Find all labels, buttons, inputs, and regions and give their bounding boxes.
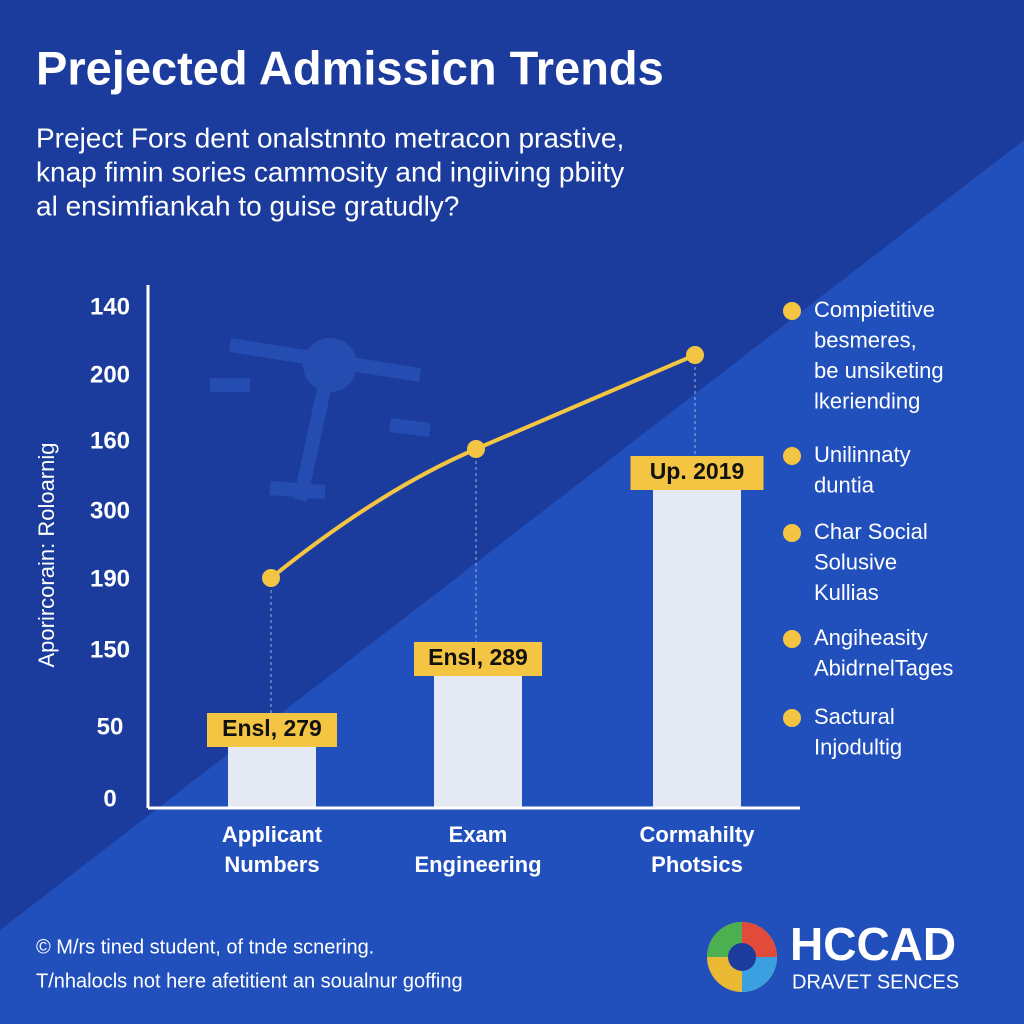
y-tick-label: 300 — [90, 497, 130, 524]
bar — [434, 672, 522, 808]
bar-label: Ensl, 279 — [222, 715, 322, 741]
legend-text: besmeres, — [814, 327, 917, 352]
bar-label: Up. 2019 — [650, 458, 745, 484]
scale-icon — [210, 338, 431, 502]
legend-text: Sactural — [814, 704, 895, 729]
legend-text: Compietitive — [814, 297, 935, 322]
legend-text: Angiheasity — [814, 625, 928, 650]
y-tick-label: 50 — [97, 713, 124, 740]
legend-text: Injodultig — [814, 734, 902, 759]
subtitle: knap fimin sories cammosity and ingiivin… — [36, 156, 624, 187]
y-tick-label: 200 — [90, 361, 130, 388]
y-tick-label: 150 — [90, 636, 130, 663]
legend-dot — [783, 302, 801, 320]
category-label: Numbers — [224, 852, 319, 877]
y-tick-label: 140 — [90, 293, 130, 320]
legend-text: Solusive — [814, 549, 897, 574]
legend-text: lkeriending — [814, 388, 920, 413]
logo-tagline: DRAVET SENCES — [792, 971, 959, 993]
subtitle: al ensimfiankah to guise gratudly? — [36, 190, 459, 221]
y-axis-label: Aporircorain: Roloarnig — [34, 443, 59, 668]
category-label: Engineering — [414, 852, 541, 877]
bar — [653, 488, 741, 808]
legend-text: duntia — [814, 472, 875, 497]
category-label: Applicant — [222, 822, 323, 847]
legend-dot — [783, 630, 801, 648]
footer: © M/rs tined student, of tnde scnering. — [36, 936, 374, 958]
category-label: Cormahilty — [640, 822, 756, 847]
bar — [228, 742, 316, 808]
trend-point — [262, 569, 280, 587]
legend-dot — [783, 709, 801, 727]
logo-mark — [728, 943, 756, 971]
content: Preject Fors dent onalstnnto metracon pr… — [36, 122, 953, 992]
logo-name: HCCAD — [790, 918, 956, 970]
category-label: Exam — [449, 822, 508, 847]
subtitle: Preject Fors dent onalstnnto metracon pr… — [36, 122, 624, 153]
legend-dot — [783, 447, 801, 465]
bar-label-box — [414, 642, 542, 676]
legend-text: Char Social — [814, 519, 928, 544]
bar-label-box — [207, 713, 337, 747]
legend-text: be unsiketing — [814, 358, 944, 383]
y-tick-label: 160 — [90, 427, 130, 454]
title: Prejected Admissicn Trends — [36, 41, 664, 94]
legend-text: Kullias — [814, 580, 879, 605]
y-tick-label: 0 — [103, 785, 116, 812]
y-tick-label: 190 — [90, 565, 130, 592]
category-label: Photsics — [651, 852, 743, 877]
footer: T/nhalocls not here afetitient an soualn… — [36, 970, 463, 992]
legend-dot — [783, 524, 801, 542]
trend-point — [686, 346, 704, 364]
bar-label: Ensl, 289 — [428, 644, 528, 670]
legend-text: AbidrnelTages — [814, 655, 953, 680]
bar-label-box — [630, 456, 764, 490]
legend-text: Unilinnaty — [814, 442, 911, 467]
trend-point — [467, 440, 485, 458]
